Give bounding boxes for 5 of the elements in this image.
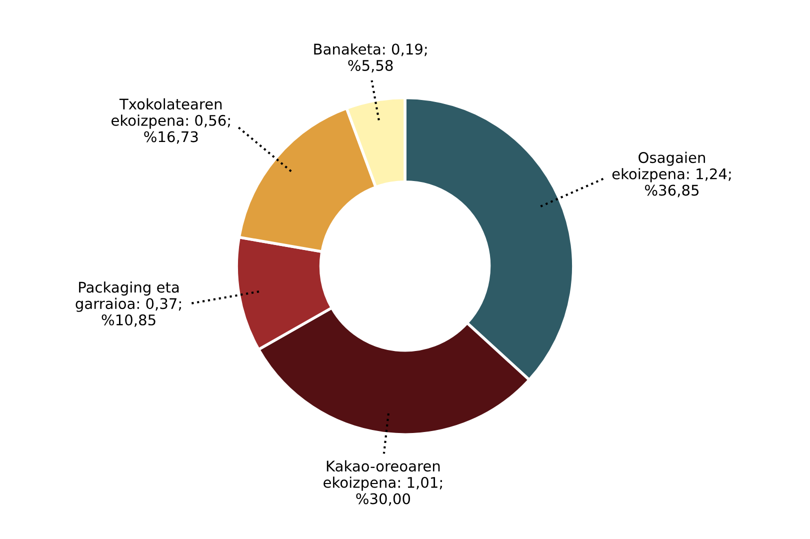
slice-label: Banaketa: 0,19; %5,58 [314,43,427,72]
slice-label: Kakao-oreoaren ekoizpena: 1,01; %30,00 [324,460,442,506]
slice-label: Packaging eta garraioa: 0,37; %10,85 [76,281,181,327]
slice-label: Osagaien ekoizpena: 1,24; %36,85 [612,152,731,198]
slice-label: Txokolatearen ekoizpena: 0,56; %16,73 [112,98,230,144]
